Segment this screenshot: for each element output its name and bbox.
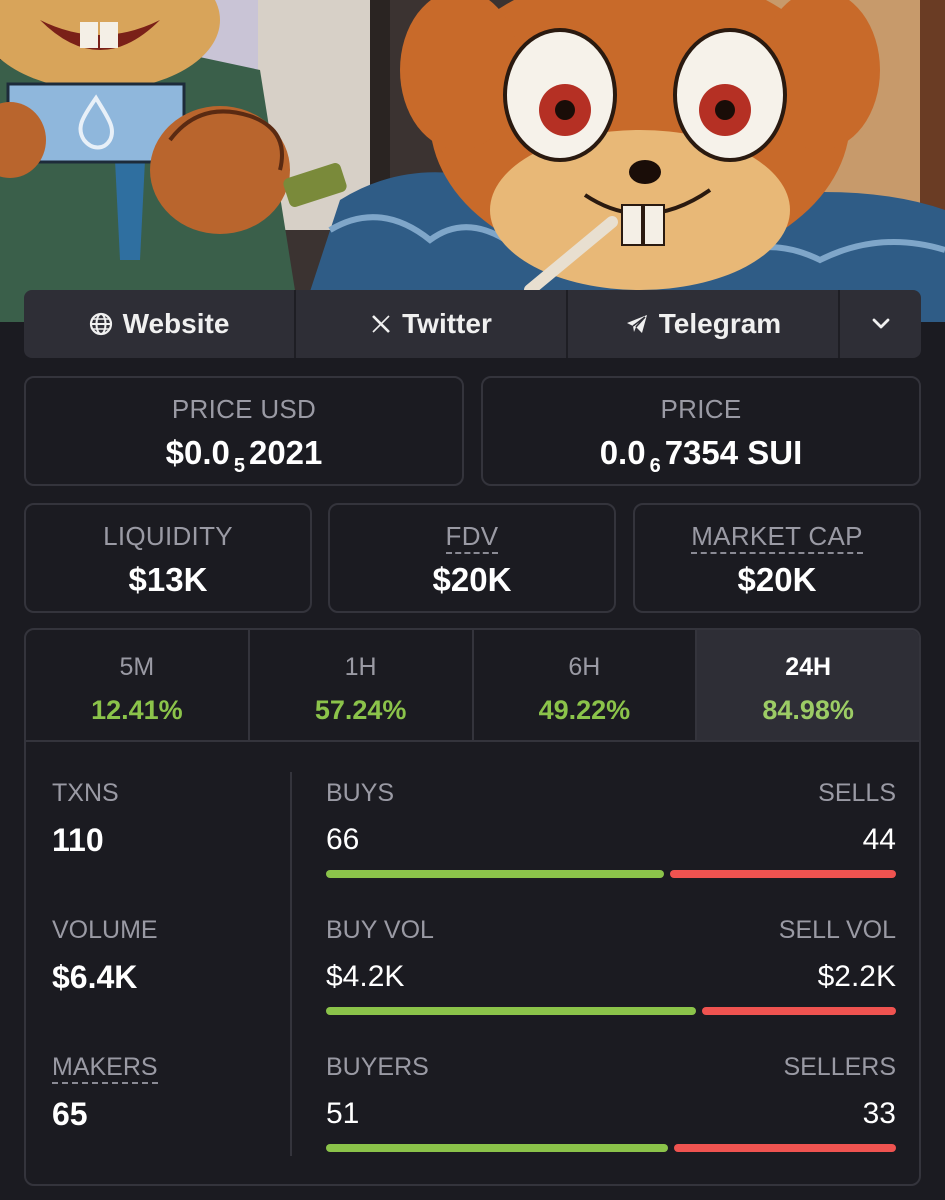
website-button[interactable]: Website	[24, 290, 296, 358]
liquidity-card: LIQUIDITY $13K	[24, 503, 312, 613]
token-banner-image	[0, 0, 945, 322]
volume-value: $6.4K	[52, 959, 138, 995]
makers-value: 65	[52, 1096, 88, 1132]
sellers-bar-segment	[674, 1144, 896, 1152]
fdv-value: $20K	[432, 561, 512, 598]
sellers-value: 33	[862, 1097, 896, 1130]
website-label: Website	[122, 308, 230, 339]
tab-6h-label: 6H	[568, 653, 601, 681]
tab-24h[interactable]: 24H 84.98%	[697, 630, 919, 740]
price-usd-value: $0.0 5 2021	[165, 434, 323, 477]
volume-split: BUY VOL SELL VOL $4.2K $2.2K	[326, 915, 896, 1015]
sells-bar-segment	[670, 870, 896, 878]
tab-6h[interactable]: 6H 49.22%	[474, 630, 698, 740]
makers-label[interactable]: MAKERS	[52, 1053, 158, 1084]
buy-vol-value: $4.2K	[326, 960, 405, 993]
buys-value: 66	[326, 823, 360, 856]
txns-value: 110	[52, 822, 104, 858]
social-links-bar: Website Twitter Telegram	[24, 290, 921, 358]
twitter-label: Twitter	[402, 308, 492, 339]
tab-1h[interactable]: 1H 57.24%	[250, 630, 474, 740]
volume-total: VOLUME $6.4K	[52, 915, 158, 995]
tab-6h-change: 49.22%	[538, 695, 631, 725]
tab-5m[interactable]: 5M 12.41%	[26, 630, 250, 740]
price-usd-card: PRICE USD $0.0 5 2021	[24, 376, 464, 486]
tab-1h-label: 1H	[344, 653, 377, 681]
buys-bar-segment	[326, 870, 665, 878]
market-cap-card[interactable]: MARKET CAP $20K	[633, 503, 921, 613]
fdv-label[interactable]: FDV	[445, 521, 499, 554]
price-usd-label: PRICE USD	[171, 394, 317, 424]
buys-sells-split: BUYS SELLS 66 44	[326, 778, 896, 878]
sell-vol-label: SELL VOL	[778, 916, 896, 944]
fdv-card[interactable]: FDV $20K	[328, 503, 616, 613]
more-links-button[interactable]	[840, 290, 921, 358]
globe-icon	[89, 312, 113, 336]
totals-column: TXNS 110 VOLUME $6.4K MAKERS 65	[26, 772, 292, 1156]
buy-vol-label: BUY VOL	[326, 916, 434, 944]
twitter-button[interactable]: Twitter	[296, 290, 568, 358]
tab-1h-change: 57.24%	[314, 695, 407, 725]
tab-24h-label: 24H	[785, 653, 832, 681]
tab-24h-change: 84.98%	[762, 695, 854, 725]
price-native-value: 0.0 6 7354 SUI	[599, 434, 803, 477]
makers-total[interactable]: MAKERS 65	[52, 1052, 158, 1132]
tab-5m-change: 12.41%	[91, 695, 183, 725]
volume-bar	[326, 1007, 896, 1015]
sells-label: SELLS	[818, 779, 896, 807]
buyers-bar-segment	[326, 1144, 669, 1152]
chevron-down-icon	[871, 317, 891, 331]
buys-label: BUYS	[326, 779, 395, 807]
buyers-sellers-split: BUYERS SELLERS 51 33	[326, 1052, 896, 1152]
tab-5m-label: 5M	[119, 653, 155, 681]
market-cap-value: $20K	[737, 561, 817, 598]
sells-value: 44	[862, 823, 896, 856]
price-native-label: PRICE	[660, 394, 742, 424]
market-cap-label[interactable]: MARKET CAP	[691, 521, 863, 554]
price-native-card: PRICE 0.0 6 7354 SUI	[481, 376, 921, 486]
sell-vol-bar-segment	[702, 1007, 896, 1015]
txns-label: TXNS	[52, 779, 119, 807]
timeframe-tabs: 5M 12.41% 1H 57.24% 6H 49.22% 24H 84.98%	[26, 630, 919, 742]
x-logo-icon	[370, 313, 392, 335]
buyers-value: 51	[326, 1097, 360, 1130]
liquidity-value: $13K	[128, 561, 208, 598]
volume-label: VOLUME	[52, 916, 158, 944]
buyers-label: BUYERS	[326, 1053, 429, 1081]
buys-sells-bar	[326, 870, 896, 878]
telegram-label: Telegram	[658, 308, 782, 339]
trading-stats-panel: 5M 12.41% 1H 57.24% 6H 49.22% 24H 84.98%…	[24, 628, 921, 1186]
buy-vol-bar-segment	[326, 1007, 697, 1015]
liquidity-label: LIQUIDITY	[103, 521, 233, 551]
txns-total: TXNS 110	[52, 778, 119, 858]
telegram-button[interactable]: Telegram	[568, 290, 840, 358]
sellers-label: SELLERS	[783, 1053, 896, 1081]
sell-vol-value: $2.2K	[817, 960, 896, 993]
buyers-sellers-bar	[326, 1144, 896, 1152]
paper-plane-icon	[625, 312, 649, 336]
